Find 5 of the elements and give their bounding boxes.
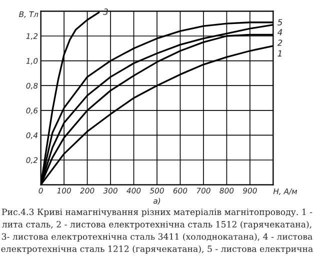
text: Рис.4.3 Криві намагнічування різних матеріалів магнітопроводу. 1 - лита сталь, 2 - листова електротехнічна сталь 1512 (гарячекатана), 3- листова електротехнічна сталь 3411 (холоднокатана), 4 - листова електротехнічна сталь 1212 (гарячекатана), 5 - листова електрична — [1, 208, 313, 254]
series-label: 5 — [278, 19, 282, 26]
series-label: 1 — [278, 50, 282, 56]
series-label: 2 — [277, 40, 282, 46]
series-label: 4 — [278, 29, 282, 36]
